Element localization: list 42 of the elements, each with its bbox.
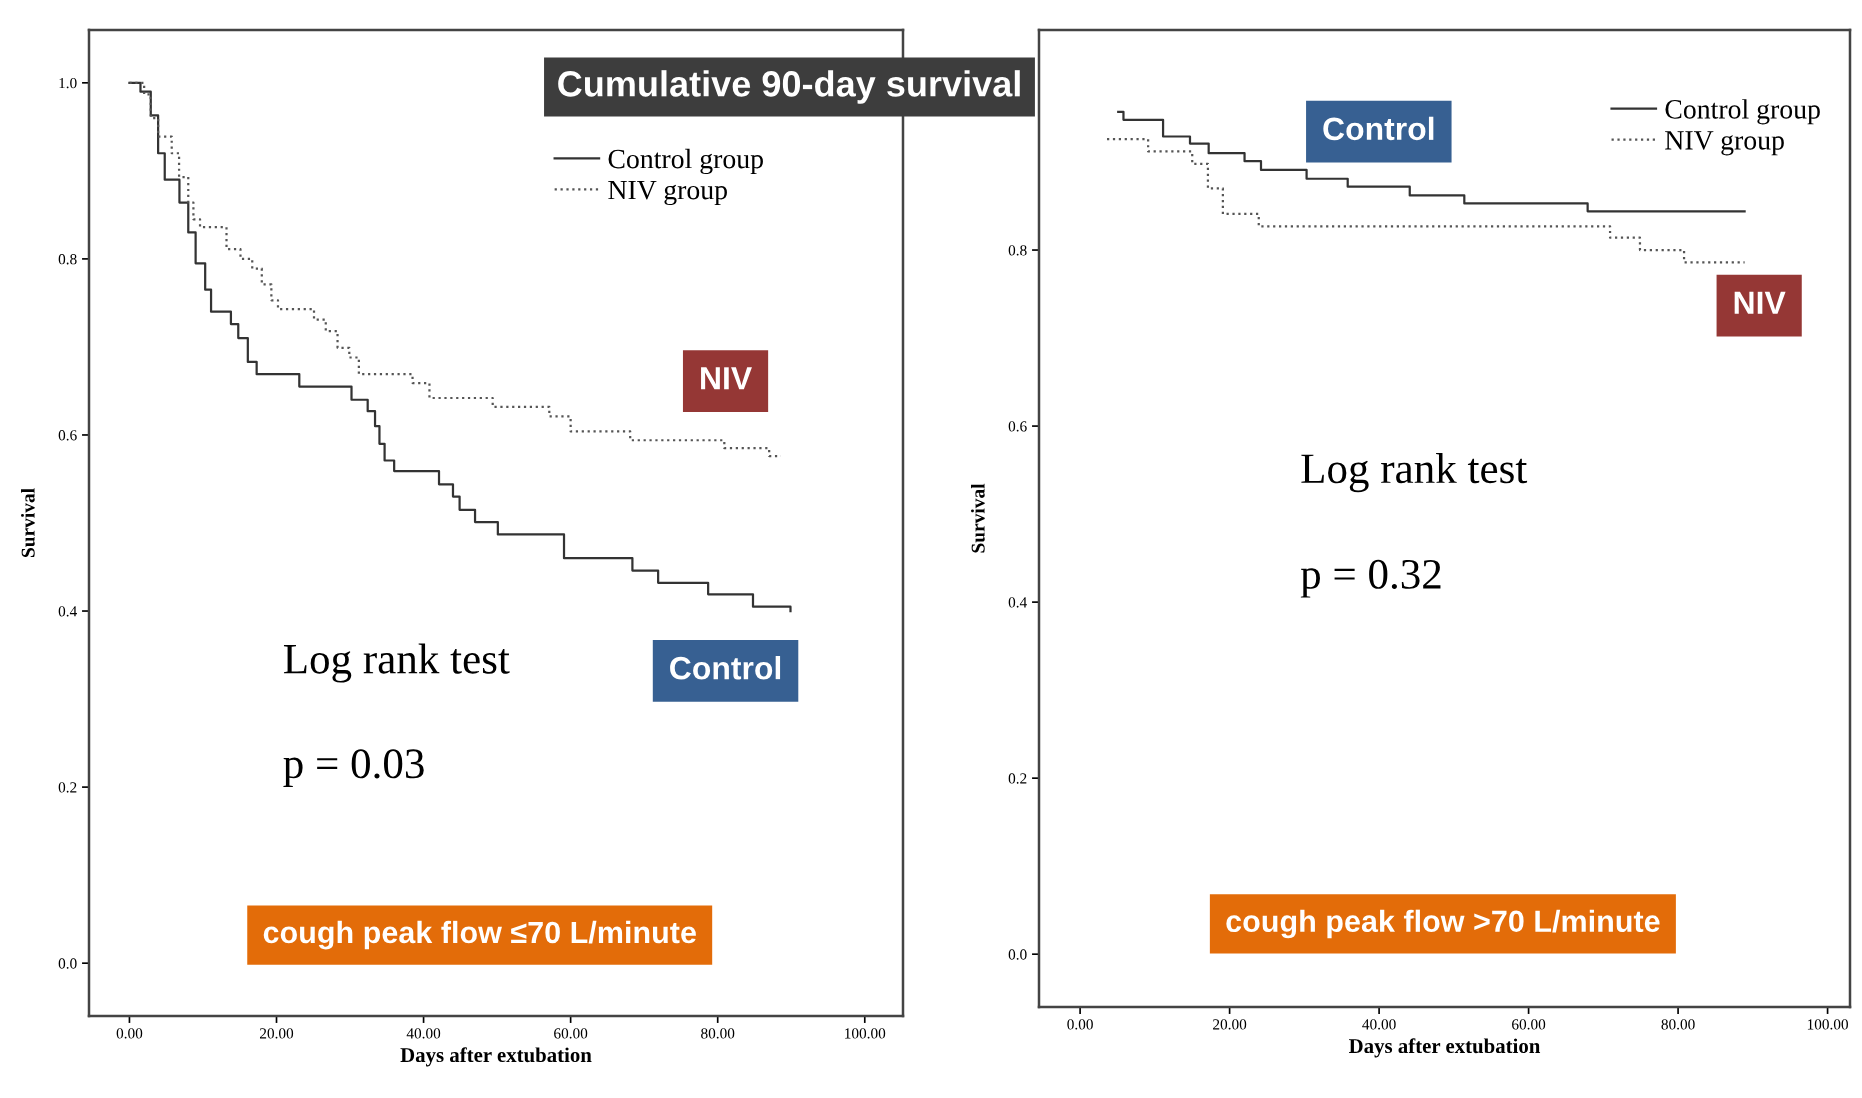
annotation: Control: [670, 656, 781, 680]
y-tick-label: 1.0: [59, 77, 77, 89]
y-axis-title: Survival: [971, 483, 985, 553]
x-tick-label: 80.00: [701, 1028, 735, 1039]
x-tick-label: 60.00: [1512, 1019, 1546, 1030]
x-tick-label: 100.00: [1807, 1019, 1848, 1030]
annotation: cough peak flow >70 L/minute: [1226, 909, 1660, 939]
annotation: p = 0.03: [283, 749, 424, 788]
annotation: Log rank test: [283, 643, 510, 683]
x-tick-label: 20.00: [1213, 1019, 1247, 1030]
annotation: p = 0.32: [1300, 559, 1441, 598]
x-tick-label: 40.00: [406, 1028, 441, 1039]
x-axis-title: Days after extubation: [1349, 1038, 1541, 1058]
x-tick-label: 40.00: [1362, 1019, 1396, 1030]
y-tick-label: 0.6: [1008, 421, 1027, 432]
y-tick-label: 0.4: [58, 606, 77, 617]
legend-label: NIV group: [1665, 131, 1784, 156]
legend-label: NIV group: [608, 180, 727, 206]
y-tick-label: 0.0: [1008, 949, 1027, 960]
y-tick-label: 0.4: [1008, 597, 1027, 608]
x-tick-label: 100.00: [845, 1028, 886, 1039]
y-tick-label: 0.2: [58, 782, 77, 793]
annotation: cough peak flow ≤70 L/minute: [263, 920, 696, 950]
x-tick-label: 60.00: [554, 1028, 588, 1039]
annotation: Log rank test: [1301, 453, 1528, 493]
legend-label: Control group: [1665, 99, 1820, 125]
legend-label: Control group: [608, 148, 763, 175]
y-tick-label: 0.8: [1008, 245, 1027, 256]
x-tick-label: 0.00: [116, 1028, 143, 1039]
x-tick-label: 0.00: [1067, 1019, 1093, 1030]
y-axis-title: Survival: [21, 488, 35, 558]
y-tick-label: 0.2: [1008, 773, 1027, 784]
y-tick-label: 0.8: [58, 254, 77, 265]
y-tick-label: 0.0: [58, 958, 77, 969]
x-axis-title: Days after extubation: [400, 1047, 592, 1067]
annotation: NIV: [701, 367, 752, 390]
annotation: NIV: [1734, 291, 1786, 314]
text: Cumulative 90-day survival: [558, 70, 1020, 104]
x-tick-label: 20.00: [259, 1028, 294, 1039]
y-tick-label: 0.6: [58, 430, 77, 441]
annotation: Control: [1323, 116, 1434, 141]
x-tick-label: 80.00: [1661, 1019, 1695, 1030]
